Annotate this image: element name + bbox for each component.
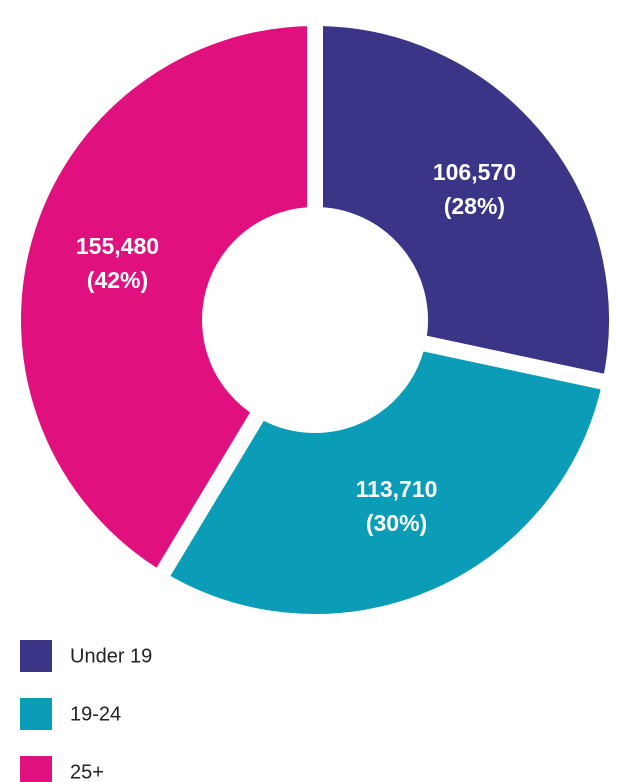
data-label: 113,710 — [356, 476, 438, 502]
data-label: 106,570 — [433, 159, 516, 185]
data-label: 155,480 — [76, 233, 159, 259]
legend-swatch — [20, 640, 52, 672]
percent-label: (42%) — [87, 267, 148, 293]
legend-label: 19-24 — [70, 703, 121, 725]
slice — [307, 9, 618, 393]
slice — [148, 332, 618, 630]
percent-label: (30%) — [366, 510, 427, 536]
percent-label: (28%) — [444, 193, 505, 219]
legend-label: 25+ — [70, 761, 104, 782]
legend-swatch — [20, 698, 52, 730]
legend-swatch — [20, 756, 52, 782]
legend-label: Under 19 — [70, 645, 152, 667]
slice — [5, 9, 323, 590]
